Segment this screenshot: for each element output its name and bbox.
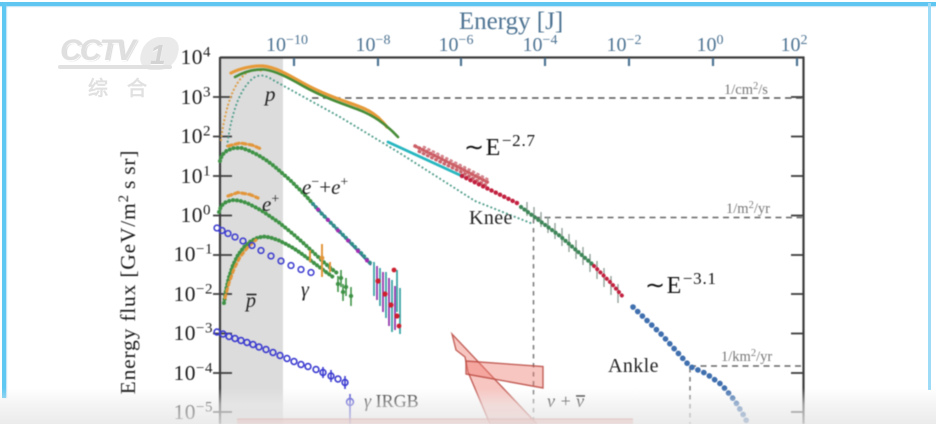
svg-text:10−4: 10−4 — [174, 361, 213, 386]
svg-text:Energy flux [GeV/m2 s sr]: Energy flux [GeV/m2 s sr] — [116, 150, 140, 395]
svg-text:102: 102 — [781, 33, 808, 56]
svg-text:10−6: 10−6 — [439, 33, 474, 56]
svg-text:Ankle: Ankle — [608, 355, 659, 377]
svg-text:104: 104 — [181, 45, 212, 70]
svg-text:Knee: Knee — [469, 207, 513, 229]
svg-text:101: 101 — [181, 164, 212, 189]
svg-text:10−2: 10−2 — [607, 33, 642, 56]
svg-text:10−3: 10−3 — [174, 321, 213, 346]
svg-text:10−4: 10−4 — [523, 33, 558, 56]
svg-text:10−8: 10−8 — [356, 33, 391, 56]
svg-text:1/km2/yr: 1/km2/yr — [721, 348, 772, 365]
svg-text:p: p — [244, 290, 256, 312]
svg-text:∼E−2.7: ∼E−2.7 — [464, 131, 536, 161]
svg-text:100: 100 — [697, 33, 724, 56]
svg-text:102: 102 — [181, 124, 212, 149]
svg-text:γ: γ — [301, 279, 310, 301]
svg-text:1/cm2/s: 1/cm2/s — [724, 81, 768, 98]
svg-text:10−2: 10−2 — [174, 282, 213, 307]
svg-text:103: 103 — [181, 85, 212, 110]
svg-text:∼E−3.1: ∼E−3.1 — [645, 269, 717, 299]
svg-text:1/m2/yr: 1/m2/yr — [726, 200, 770, 217]
svg-text:10−1: 10−1 — [174, 242, 213, 267]
svg-text:Energy [J]: Energy [J] — [459, 8, 563, 35]
svg-text:e−+e+: e−+e+ — [302, 175, 348, 199]
svg-text:100: 100 — [181, 203, 212, 228]
svg-text:10−10: 10−10 — [266, 33, 308, 56]
svg-text:p: p — [263, 82, 276, 106]
